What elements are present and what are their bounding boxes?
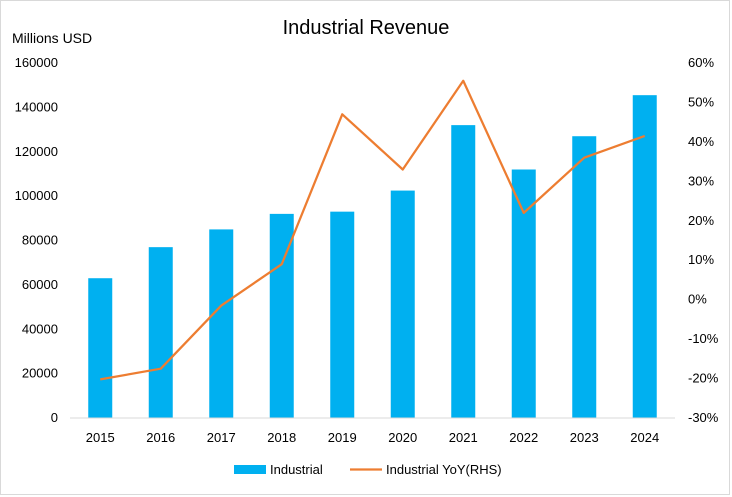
x-tick-label: 2020 [388, 430, 417, 445]
x-tick-label: 2022 [509, 430, 538, 445]
y-left-tick-label: 140000 [15, 99, 58, 114]
y-left-tick-label: 40000 [22, 321, 58, 336]
bar-2018 [269, 213, 294, 418]
y-axis-unit-label: Millions USD [12, 30, 93, 46]
y-right-tick-label: 60% [688, 55, 714, 70]
y-right-tick-label: -20% [688, 371, 719, 386]
x-tick-label: 2015 [86, 430, 115, 445]
y-right-tick-label: 20% [688, 213, 714, 228]
x-tick-label: 2024 [630, 430, 659, 445]
x-tick-label: 2021 [449, 430, 478, 445]
y-left-tick-label: 0 [51, 410, 58, 425]
bar-2019 [330, 211, 355, 418]
bar-2020 [390, 190, 415, 418]
y-right-tick-label: -30% [688, 410, 719, 425]
bar-2024 [632, 95, 657, 418]
y-right-tick-label: 0% [688, 292, 707, 307]
line-series-industrial-yoy [100, 79, 646, 381]
y-right-tick-label: 30% [688, 173, 714, 188]
bar-2021 [451, 125, 476, 418]
y-right-tick-label: 10% [688, 252, 714, 267]
legend-label-industrial-yoy: Industrial YoY(RHS) [386, 462, 502, 477]
chart-title: Industrial Revenue [282, 17, 450, 39]
x-tick-label: 2023 [570, 430, 599, 445]
y-left-tick-label: 100000 [15, 188, 58, 203]
bar-2022 [511, 169, 536, 418]
bar-2023 [572, 136, 597, 418]
y-left-tick-label: 60000 [22, 277, 58, 292]
y-right-tick-label: -10% [688, 331, 719, 346]
x-tick-label: 2018 [267, 430, 296, 445]
legend-swatch-industrial [234, 465, 266, 474]
legend-label-industrial: Industrial [270, 462, 323, 477]
x-tick-label: 2017 [207, 430, 236, 445]
y-right-tick-label: 50% [688, 94, 714, 109]
x-tick-label: 2016 [146, 430, 175, 445]
x-tick-label: 2019 [328, 430, 357, 445]
y-left-tick-label: 80000 [22, 233, 58, 248]
bar-2016 [148, 247, 173, 418]
y-left-tick-label: 160000 [15, 55, 58, 70]
y-left-tick-label: 120000 [15, 144, 58, 159]
y-left-tick-label: 20000 [22, 366, 58, 381]
y-right-tick-label: 40% [688, 134, 714, 149]
bar-2017 [209, 229, 234, 418]
bar-2015 [88, 278, 113, 418]
